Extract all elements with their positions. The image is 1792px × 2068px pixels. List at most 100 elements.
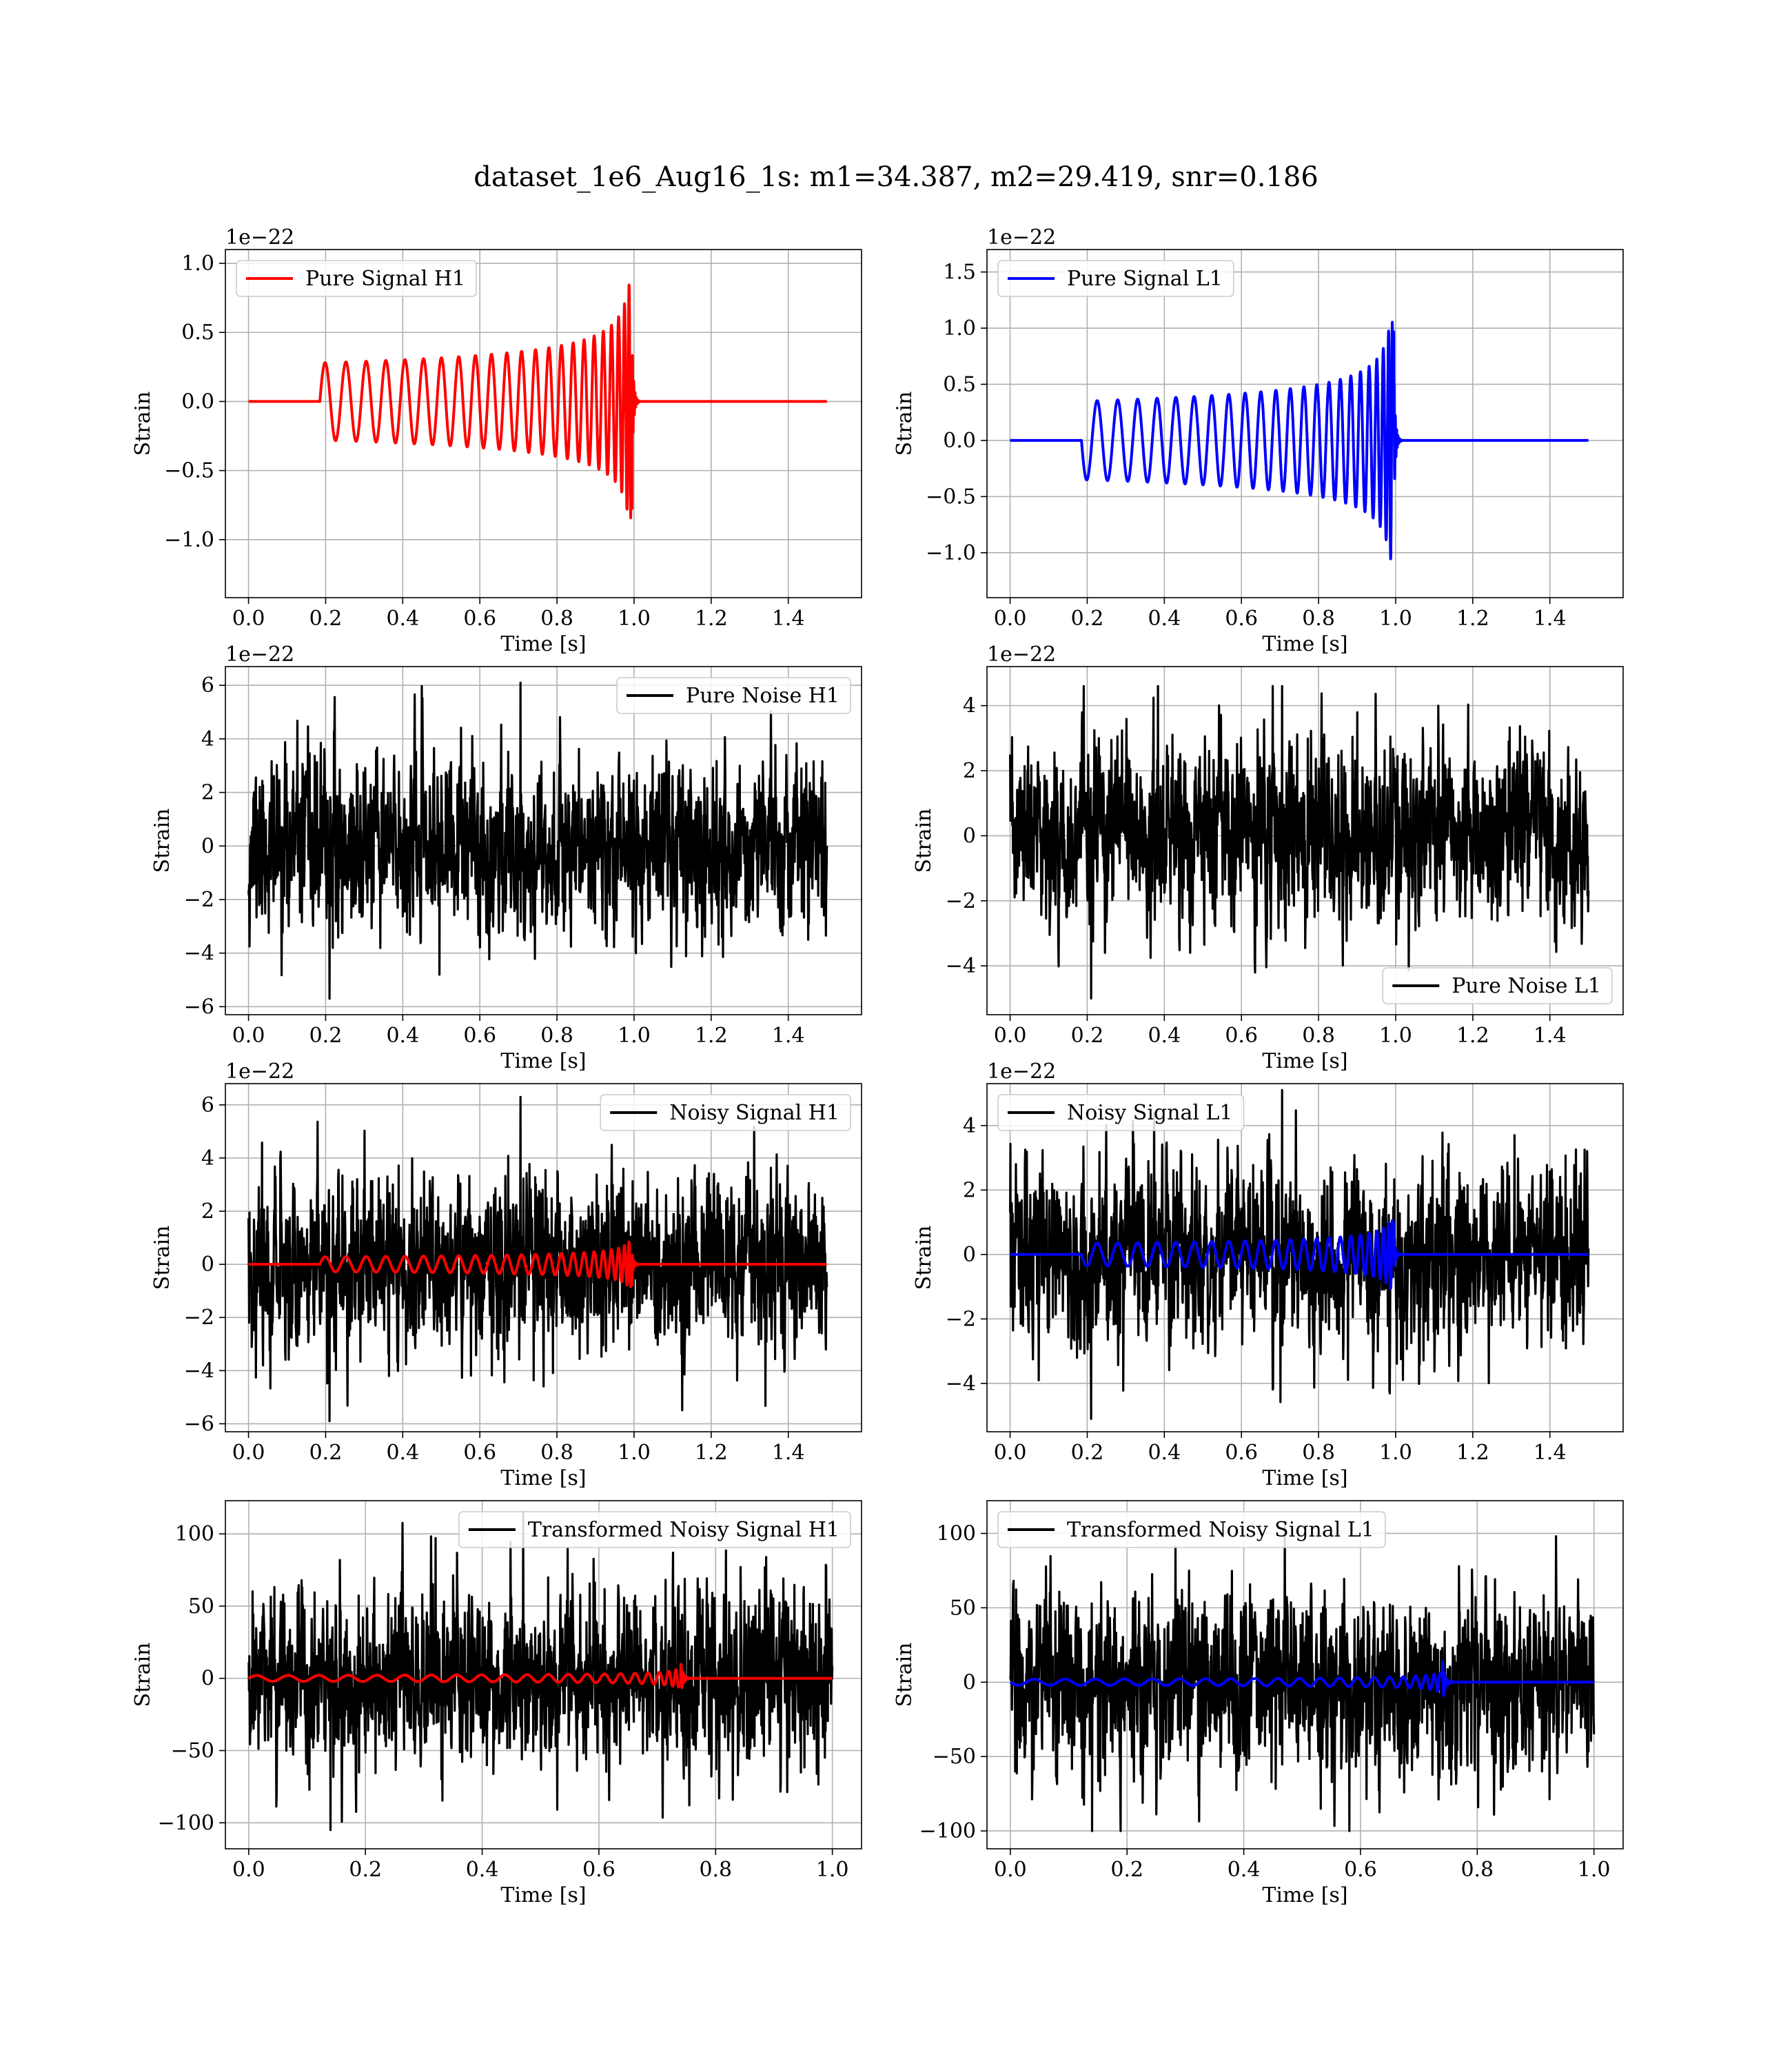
x-tick-label: 0.2 <box>309 607 343 631</box>
offset-text: 1e−22 <box>225 225 294 250</box>
x-tick-label: 0.0 <box>994 607 1027 631</box>
x-tick-label: 0.6 <box>582 1858 615 1882</box>
axes-frame <box>986 666 1624 1015</box>
axes-frame <box>986 1500 1624 1849</box>
x-tick-label: 0.8 <box>540 607 573 631</box>
x-tick-label: 0.8 <box>540 1441 573 1465</box>
x-tick-label: 0.6 <box>463 607 496 631</box>
legend: Transformed Noisy Signal H1 <box>458 1511 851 1548</box>
x-tick-label: 0.0 <box>994 1858 1027 1882</box>
chart-transformed-noisy-signal-h1: 0.0 0.2 0.4 0.6 0.8 1.0 −100 −50 0 50 100 Time [s] S… <box>131 1500 862 1907</box>
axes-frame <box>225 1500 862 1849</box>
x-tick-label: 0.6 <box>1225 1024 1258 1048</box>
y-tick-label: −2 <box>184 888 214 912</box>
x-tick-label: 1.2 <box>1456 1441 1489 1465</box>
x-tick-label: 0.8 <box>699 1858 732 1882</box>
x-tick-label: 0.0 <box>232 1441 265 1465</box>
x-tick-label: 0.4 <box>386 1441 419 1465</box>
offset-text: 1e−22 <box>987 225 1056 250</box>
y-tick-label: −6 <box>184 995 214 1019</box>
y-tick-label: 0.5 <box>181 321 214 345</box>
series-line <box>1009 685 1590 1000</box>
x-tick-label: 0.2 <box>1071 1024 1104 1048</box>
offset-text: 1e−22 <box>987 642 1056 667</box>
y-tick-label: −50 <box>171 1739 214 1763</box>
series-group <box>247 1511 834 1832</box>
series-group <box>1009 1520 1596 1832</box>
series-line <box>1008 321 1590 560</box>
x-tick-label: 0.4 <box>1228 1858 1261 1882</box>
y-tick-label: −4 <box>184 942 214 966</box>
y-axis-label: Strain <box>150 1226 174 1290</box>
y-tick-label: −1.0 <box>926 541 976 565</box>
x-tick-label: 0.4 <box>1148 1441 1181 1465</box>
y-tick-label: 0 <box>963 1670 976 1694</box>
x-tick-label: 1.4 <box>1534 1024 1567 1048</box>
y-tick-label: 1.5 <box>943 261 976 285</box>
x-axis-label: Time [s] <box>1262 1049 1347 1073</box>
y-tick-label: 0.0 <box>943 429 976 453</box>
x-tick-label: 0.2 <box>1071 607 1104 631</box>
y-tick-label: 2 <box>201 1199 214 1224</box>
y-tick-label: 6 <box>201 673 214 698</box>
legend: Pure Noise H1 <box>616 677 851 714</box>
legend-label: Pure Noise L1 <box>1452 974 1601 998</box>
x-tick-label: 0.6 <box>1344 1858 1377 1882</box>
y-tick-label: 0 <box>201 1667 214 1691</box>
y-tick-label: 2 <box>963 759 976 783</box>
x-axis-label: Time [s] <box>1262 1466 1347 1490</box>
series-line <box>1009 1520 1596 1832</box>
x-tick-label: 1.2 <box>1456 607 1489 631</box>
y-tick-label: 0.5 <box>943 372 976 396</box>
x-tick-label: 0.2 <box>1071 1441 1104 1465</box>
legend: Pure Signal H1 <box>236 260 477 297</box>
y-axis-label: Strain <box>912 809 936 873</box>
y-tick-label: −4 <box>946 954 976 978</box>
y-tick-label: 2 <box>963 1178 976 1202</box>
x-tick-label: 0.6 <box>463 1441 496 1465</box>
axes-frame <box>986 1083 1624 1432</box>
x-axis-label: Time [s] <box>1262 1883 1347 1907</box>
x-tick-label: 0.8 <box>1302 607 1335 631</box>
y-tick-label: 2 <box>201 781 214 805</box>
x-axis-label: Time [s] <box>500 632 586 656</box>
x-tick-label: 0.4 <box>1148 1024 1181 1048</box>
axes-frame <box>986 249 1624 598</box>
x-tick-label: 1.4 <box>772 1441 805 1465</box>
series-line <box>247 1663 834 1690</box>
x-tick-label: 0.2 <box>309 1441 343 1465</box>
x-tick-label: 0.2 <box>1110 1858 1143 1882</box>
x-tick-label: 0.4 <box>466 1858 499 1882</box>
legend: Noisy Signal L1 <box>997 1094 1245 1131</box>
y-tick-label: 4 <box>201 727 214 751</box>
series-group <box>1008 321 1590 560</box>
x-axis-label: Time [s] <box>500 1466 586 1490</box>
legend: Transformed Noisy Signal L1 <box>997 1511 1386 1548</box>
x-tick-label: 1.2 <box>695 607 728 631</box>
chart-pure-signal-l1: 0.0 0.2 0.4 0.6 0.8 1.0 1.2 1.4 −1.0 −0.5 0.0 0.5 1.… <box>893 225 1624 656</box>
y-axis-label: Strain <box>893 392 917 456</box>
x-tick-label: 0.6 <box>463 1024 496 1048</box>
series-line <box>247 1095 828 1423</box>
axes-frame <box>225 249 862 598</box>
y-tick-label: 0.0 <box>181 389 214 414</box>
x-tick-label: 0.6 <box>1225 1441 1258 1465</box>
series-line <box>1009 1660 1596 1697</box>
x-axis-label: Time [s] <box>1262 632 1347 656</box>
y-tick-label: −2 <box>184 1306 214 1330</box>
x-tick-label: 1.0 <box>1379 1024 1412 1048</box>
x-tick-label: 0.0 <box>994 1441 1027 1465</box>
y-tick-label: 0 <box>963 824 976 848</box>
x-tick-label: 0.0 <box>994 1024 1027 1048</box>
y-tick-label: −0.5 <box>164 459 214 483</box>
y-axis-label: Strain <box>131 392 155 456</box>
y-tick-label: 4 <box>963 1114 976 1138</box>
x-tick-label: 0.0 <box>232 607 265 631</box>
legend-box <box>997 1511 1386 1548</box>
chart-pure-signal-h1: 0.0 0.2 0.4 0.6 0.8 1.0 1.2 1.4 −1.0 −0.5 0.0 0.5 1.… <box>131 225 862 656</box>
y-tick-label: 6 <box>201 1093 214 1117</box>
legend-label: Noisy Signal H1 <box>669 1101 839 1125</box>
legend-label: Pure Signal L1 <box>1067 267 1223 291</box>
x-tick-label: 1.2 <box>1456 1024 1489 1048</box>
x-tick-label: 1.4 <box>1534 1441 1567 1465</box>
